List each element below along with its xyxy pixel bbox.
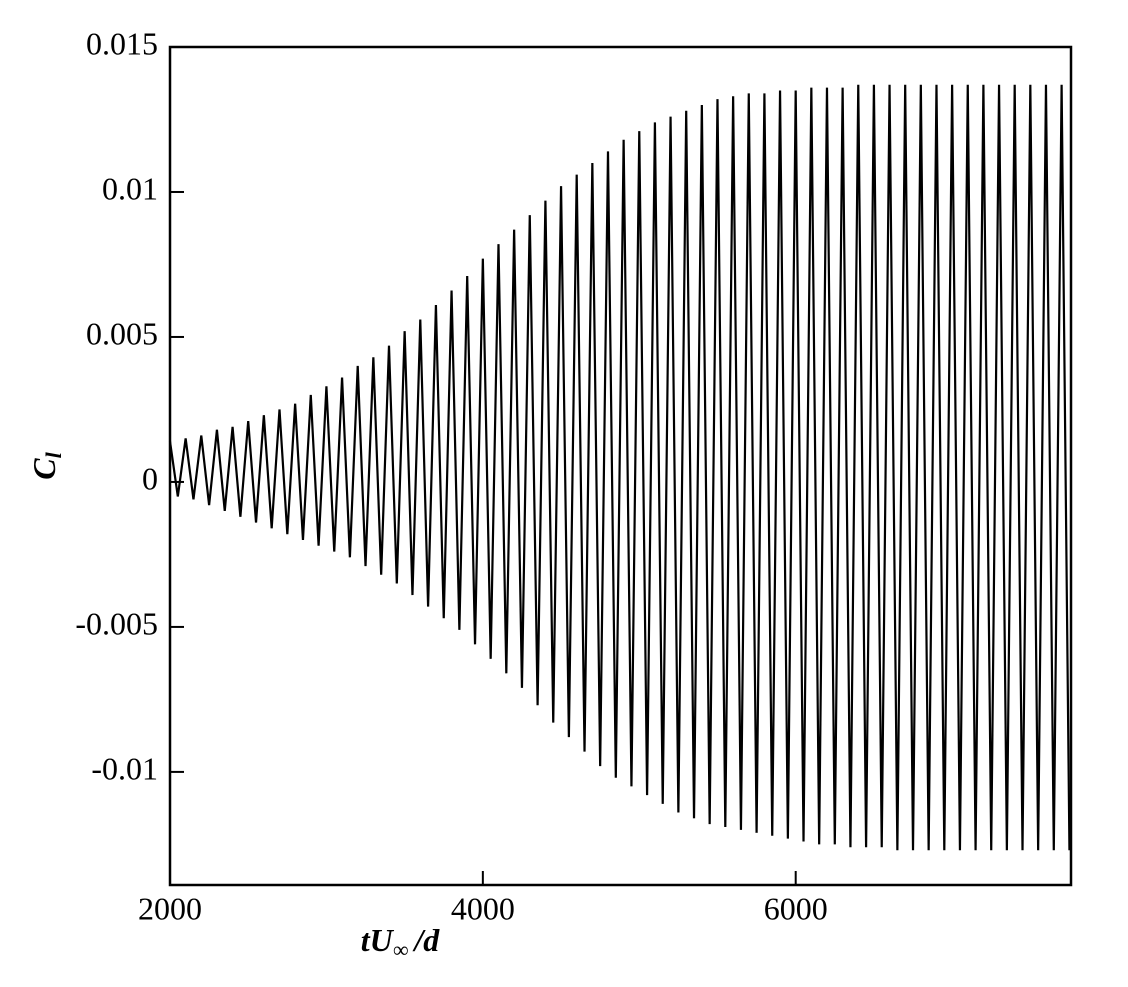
- y-tick-label: 0: [142, 460, 158, 496]
- x-label-part: /d: [412, 922, 440, 958]
- signal-line: [168, 84, 1071, 851]
- x-tick-label: 4000: [451, 890, 515, 926]
- x-axis-label: tU∞/d: [361, 922, 441, 962]
- x-tick-label: 2000: [138, 890, 202, 926]
- x-label-part: tU: [361, 922, 395, 958]
- y-label-part: C: [26, 458, 62, 480]
- plot-frame: [168, 45, 1073, 887]
- x-label-sub: ∞: [393, 937, 409, 962]
- y-tick-label: -0.005: [75, 605, 158, 641]
- y-tick-label: -0.01: [91, 750, 158, 786]
- y-tick-label: 0.01: [102, 170, 158, 206]
- y-label-sub: l: [41, 451, 66, 458]
- y-tick-label: 0.005: [86, 315, 158, 351]
- y-axis-label: Cl: [26, 451, 66, 479]
- x-tick-label: 6000: [764, 890, 828, 926]
- y-tick-label: 0.015: [86, 25, 158, 61]
